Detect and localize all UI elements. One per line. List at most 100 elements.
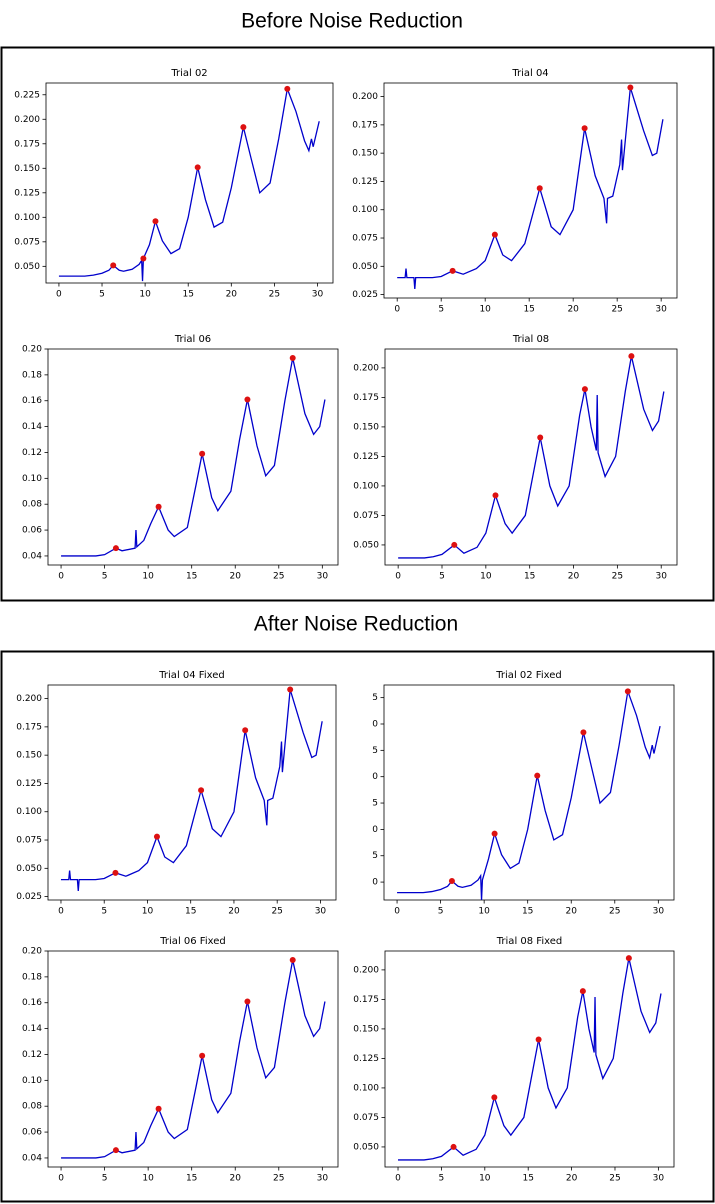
x-tick-label: 5 [102, 1174, 108, 1184]
y-tick-label: 0.12 [22, 448, 42, 458]
y-tick-label: 0.125 [353, 452, 379, 462]
x-tick-label: 0 [394, 305, 400, 315]
x-tick-label: 30 [655, 572, 667, 582]
peak-marker [244, 396, 251, 403]
x-tick-label: 10 [142, 907, 154, 917]
x-tick-label: 25 [273, 1174, 284, 1184]
section-frame [0, 650, 715, 1203]
peak-marker [534, 772, 541, 779]
data-line [61, 959, 326, 1159]
y-tick-label: 0.125 [14, 188, 40, 198]
peak-marker [535, 1036, 542, 1043]
x-tick-label: 5 [439, 1174, 445, 1184]
peak-marker [284, 85, 291, 92]
y-tick-label: 0.04 [22, 551, 42, 561]
chart-title: Trial 06 Fixed [159, 936, 225, 947]
chart-title: Trial 06 [174, 334, 211, 345]
peak-marker [242, 727, 249, 734]
y-tick-label: 0.10 [22, 1076, 42, 1086]
y-tick-label: 0 [372, 772, 378, 782]
x-tick-label: 15 [522, 1174, 533, 1184]
data-line [398, 355, 665, 559]
data-line [58, 86, 320, 282]
plot-frame [47, 684, 337, 901]
peak-marker [581, 125, 588, 132]
y-tick-label: 0.150 [353, 1024, 379, 1034]
y-tick-label: 0.06 [22, 526, 42, 536]
x-tick-label: 10 [480, 572, 492, 582]
x-tick-label: 5 [99, 290, 105, 300]
chart-title: Trial 08 Fixed [496, 936, 562, 947]
x-tick-label: 30 [317, 572, 329, 582]
peak-marker [581, 386, 588, 393]
y-tick-label: 0.175 [353, 393, 379, 403]
peak-marker [625, 955, 632, 962]
x-tick-label: 10 [479, 1174, 491, 1184]
plot-frame [47, 348, 339, 566]
y-tick-label: 0.100 [353, 1083, 379, 1093]
x-tick-label: 10 [478, 907, 490, 917]
peak-marker [450, 1143, 457, 1150]
x-tick-label: 0 [58, 1174, 64, 1184]
peak-marker [240, 124, 247, 131]
x-tick-label: 15 [186, 1174, 197, 1184]
peak-marker [155, 503, 162, 510]
plot-frame [45, 82, 334, 284]
x-tick-label: 20 [226, 290, 238, 300]
y-tick-label: 0.050 [353, 1142, 379, 1152]
y-tick-label: 0.150 [16, 751, 42, 761]
x-tick-label: 25 [611, 305, 622, 315]
y-tick-label: 0.025 [16, 892, 42, 902]
x-tick-label: 15 [524, 572, 535, 582]
x-tick-label: 10 [142, 1174, 154, 1184]
peak-marker [194, 164, 201, 171]
y-tick-label: 5 [372, 693, 378, 703]
chart-title: Trial 02 [170, 68, 207, 79]
peak-marker [110, 262, 117, 269]
y-tick-label: 0.075 [14, 237, 40, 247]
peak-marker [536, 185, 543, 192]
x-tick-label: 15 [185, 907, 196, 917]
x-tick-label: 20 [568, 572, 580, 582]
peak-marker [199, 1052, 206, 1059]
peak-marker [153, 833, 160, 840]
x-tick-label: 30 [317, 1174, 329, 1184]
peak-marker [287, 686, 294, 693]
y-tick-label: 0.050 [16, 864, 42, 874]
peak-marker [112, 869, 119, 876]
y-tick-label: 5 [372, 746, 378, 756]
section-heading: After Noise Reduction [254, 613, 458, 636]
x-tick-label: 25 [612, 572, 623, 582]
data-line [398, 957, 662, 1161]
y-tick-label: 5 [372, 851, 378, 861]
peak-marker [198, 787, 205, 794]
y-tick-label: 0.075 [353, 1113, 379, 1123]
x-tick-label: 30 [655, 305, 667, 315]
plot-frame [47, 950, 339, 1168]
peak-marker [199, 450, 206, 457]
peak-marker [579, 988, 586, 995]
y-tick-label: 0.150 [352, 149, 378, 159]
x-tick-label: 25 [609, 1174, 620, 1184]
x-tick-label: 20 [567, 305, 579, 315]
y-tick-label: 0.075 [352, 234, 378, 244]
y-tick-label: 0.12 [22, 1050, 42, 1060]
x-tick-label: 0 [58, 907, 64, 917]
y-tick-label: 0.14 [22, 1024, 42, 1034]
peak-marker [112, 545, 119, 552]
y-tick-label: 0 [372, 719, 378, 729]
x-tick-label: 5 [439, 572, 445, 582]
x-tick-label: 25 [269, 290, 280, 300]
y-tick-label: 0.200 [353, 363, 379, 373]
peak-marker [289, 355, 296, 362]
chart-title: Trial 02 Fixed [495, 670, 561, 681]
peak-marker [491, 231, 498, 238]
x-tick-label: 20 [566, 1174, 578, 1184]
chart-title: Trial 04 [511, 68, 548, 79]
y-tick-label: 0.16 [22, 396, 42, 406]
y-tick-label: 0.075 [353, 511, 379, 521]
y-tick-label: 0.075 [16, 836, 42, 846]
peak-marker [155, 1105, 162, 1112]
x-tick-label: 25 [609, 907, 620, 917]
y-tick-label: 0.100 [353, 481, 379, 491]
